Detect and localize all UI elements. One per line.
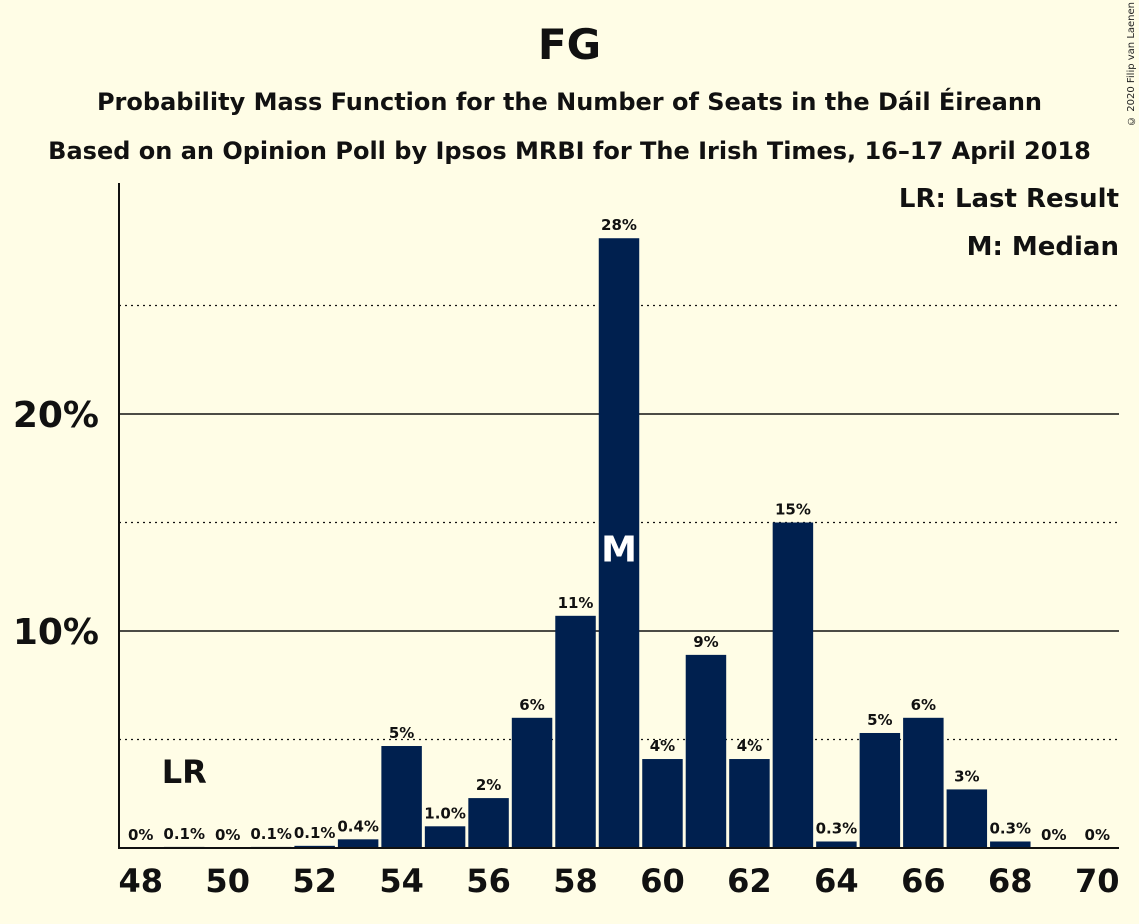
data-label: 0% [215, 826, 240, 844]
x-tick-label: 70 [1075, 862, 1120, 900]
x-tick-label: 52 [292, 862, 337, 900]
legend-last-result: LR: Last Result [898, 184, 1119, 214]
bar [337, 839, 379, 848]
data-label: 0% [1041, 826, 1066, 844]
data-label: 4% [650, 737, 675, 755]
data-label: 6% [519, 696, 544, 714]
x-tick-label: 54 [379, 862, 424, 900]
x-tick-label: 62 [727, 862, 772, 900]
data-label: 3% [954, 767, 979, 785]
bar [816, 841, 857, 848]
bar [685, 654, 727, 848]
bar [555, 615, 596, 848]
bar [381, 746, 422, 848]
median-marker: M [601, 530, 637, 571]
data-label: 0.1% [294, 824, 336, 842]
bar [859, 732, 901, 848]
chart-subtitle-source: Based on an Opinion Poll by Ipsos MRBI f… [48, 137, 1091, 165]
data-label: 28% [601, 216, 637, 234]
data-label: 5% [389, 724, 414, 742]
data-label: 5% [867, 711, 892, 729]
last-result-marker: LR [162, 753, 207, 791]
legend-median: M: Median [966, 232, 1119, 262]
data-label: 0% [128, 826, 153, 844]
bar [903, 717, 944, 848]
data-label: 15% [775, 501, 811, 519]
data-label: 4% [737, 737, 762, 755]
x-tick-label: 58 [553, 862, 598, 900]
x-tick-label: 66 [901, 862, 946, 900]
y-tick-label: 10% [13, 612, 99, 653]
x-tick-label: 50 [205, 862, 250, 900]
chart-title: FG [537, 20, 602, 69]
bar [511, 717, 553, 848]
data-label: 0.3% [989, 819, 1031, 837]
x-tick-label: 60 [640, 862, 685, 900]
data-label: 0.1% [250, 825, 292, 843]
x-tick-label: 48 [118, 862, 163, 900]
data-label: 0.4% [337, 817, 379, 835]
bar [772, 522, 814, 848]
data-label: 0.3% [816, 819, 858, 837]
bar [729, 759, 770, 848]
data-label: 2% [476, 776, 501, 794]
bar [468, 798, 509, 848]
bar [294, 845, 335, 848]
x-tick-label: 68 [988, 862, 1033, 900]
chart-subtitle: Probability Mass Function for the Number… [96, 88, 1043, 116]
data-label: 9% [693, 633, 718, 651]
x-tick-label: 64 [814, 862, 859, 900]
data-label: 0.1% [163, 825, 205, 843]
bar [990, 841, 1031, 848]
data-label: 1.0% [424, 804, 466, 822]
data-label: 0% [1085, 826, 1110, 844]
x-tick-label: 56 [466, 862, 511, 900]
bar [424, 826, 466, 848]
bar [946, 789, 988, 848]
data-label: 11% [558, 594, 594, 612]
y-tick-label: 20% [13, 395, 99, 436]
data-label: 6% [911, 696, 936, 714]
bar [642, 759, 683, 848]
bar [598, 238, 640, 849]
